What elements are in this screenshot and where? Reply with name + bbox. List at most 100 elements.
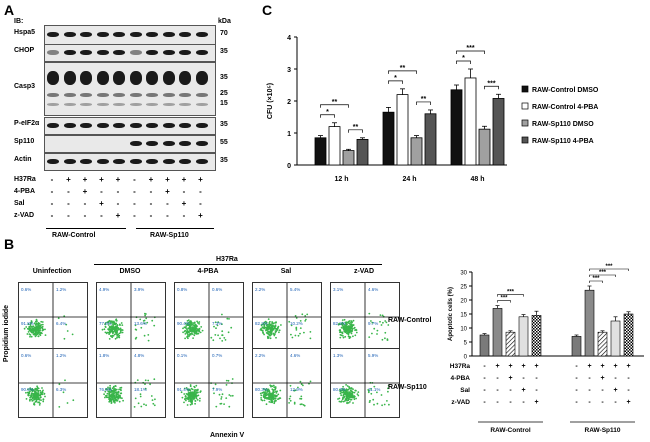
flow-event	[115, 322, 118, 325]
flow-event	[304, 315, 307, 317]
flow-event	[260, 398, 263, 401]
flow-event	[113, 396, 116, 399]
flow-event	[111, 387, 114, 390]
blot-band-cleaved	[146, 103, 158, 106]
flow-event	[353, 398, 356, 401]
treatment-sign: -	[509, 387, 512, 394]
flow-event	[104, 331, 107, 334]
flow-event	[266, 397, 269, 399]
y-axis-pi: Propidium iodide	[3, 304, 11, 363]
blot-band	[47, 71, 59, 85]
blot-band	[63, 50, 76, 55]
flow-event	[263, 327, 265, 330]
treatment-sign: -	[483, 363, 486, 370]
flow-event	[33, 403, 36, 406]
quadrant-q4: 10.2%	[290, 321, 303, 326]
treatment-sign: -	[601, 387, 604, 394]
flow-event	[118, 388, 120, 391]
flow-event	[265, 403, 268, 406]
flow-event	[340, 394, 343, 397]
flow-event	[62, 391, 65, 394]
legend-swatch	[521, 85, 529, 93]
blot-label: CHOP	[14, 47, 35, 54]
flow-event	[186, 332, 189, 335]
flow-event	[112, 332, 114, 335]
flow-event	[367, 389, 370, 391]
quadrant-q4: 6.4%	[56, 321, 66, 326]
flow-event	[348, 337, 351, 339]
y-tick-label: 15	[460, 313, 467, 319]
flow-event	[352, 402, 354, 404]
quadrant-q4: 13.6%	[134, 321, 147, 326]
blot-band-cleaved	[162, 103, 175, 106]
blot-band	[195, 50, 208, 55]
blot-band	[195, 123, 208, 128]
flow-event	[303, 404, 306, 407]
flow-event	[263, 399, 266, 402]
bar	[610, 320, 621, 357]
bar	[623, 313, 634, 357]
flow-event	[300, 403, 303, 406]
flow-event	[27, 393, 30, 396]
flow-event	[350, 387, 352, 389]
quadrant-q2: 4.8%	[134, 353, 144, 358]
flow-event	[342, 336, 345, 339]
flow-event	[183, 393, 186, 395]
flow-event	[36, 394, 39, 396]
flow-event	[119, 328, 121, 331]
treatment-sign: -	[166, 211, 169, 220]
bar	[518, 316, 529, 357]
quadrant-q1: 3.1%	[333, 287, 343, 292]
flow-event	[66, 330, 69, 332]
flow-event	[38, 331, 41, 334]
flow-event	[278, 397, 281, 400]
blot-band	[162, 50, 175, 55]
flow-event	[34, 390, 37, 393]
flow-event	[103, 393, 105, 396]
flow-event	[151, 319, 154, 322]
flow-event	[115, 332, 118, 335]
flow-event	[275, 399, 277, 402]
flow-event	[187, 322, 189, 324]
flow-event	[273, 402, 276, 405]
flow-event	[114, 389, 117, 392]
bar	[328, 126, 341, 166]
flow-event	[186, 388, 189, 391]
flow-event	[227, 379, 230, 382]
flow-event	[34, 329, 37, 332]
treatment-sign: -	[509, 399, 512, 406]
flow-event	[371, 321, 374, 324]
flow-event	[143, 322, 146, 325]
flow-event	[350, 394, 353, 396]
flow-event	[189, 403, 192, 406]
flow-event	[183, 387, 186, 390]
flow-event	[188, 324, 191, 327]
flow-event	[29, 334, 32, 336]
flow-event	[104, 322, 107, 324]
flow-event	[122, 399, 124, 402]
flow-event	[185, 387, 188, 389]
flow-event	[63, 337, 66, 340]
flow-event	[118, 336, 121, 339]
flow-event	[109, 387, 112, 390]
flow-event	[119, 331, 122, 333]
flow-event	[354, 389, 357, 392]
flow-event	[300, 383, 303, 386]
flow-event	[261, 392, 264, 394]
flow-event	[342, 400, 345, 403]
quadrant-q4: 9.7%	[368, 321, 378, 326]
flow-event	[186, 393, 189, 396]
flow-event	[36, 327, 38, 330]
flow-event	[117, 391, 120, 394]
flow-event	[108, 397, 111, 399]
flow-event	[134, 397, 137, 400]
flow-event	[189, 327, 192, 329]
flow-event	[115, 388, 118, 391]
flow-event	[116, 336, 118, 339]
kda-marker: 25	[220, 90, 228, 97]
treatment-sign: -	[614, 375, 617, 382]
flow-event	[193, 321, 196, 324]
quadrant-q2: 5.9%	[368, 353, 378, 358]
blot-band	[179, 159, 191, 164]
treatment-sign: -	[83, 199, 87, 208]
